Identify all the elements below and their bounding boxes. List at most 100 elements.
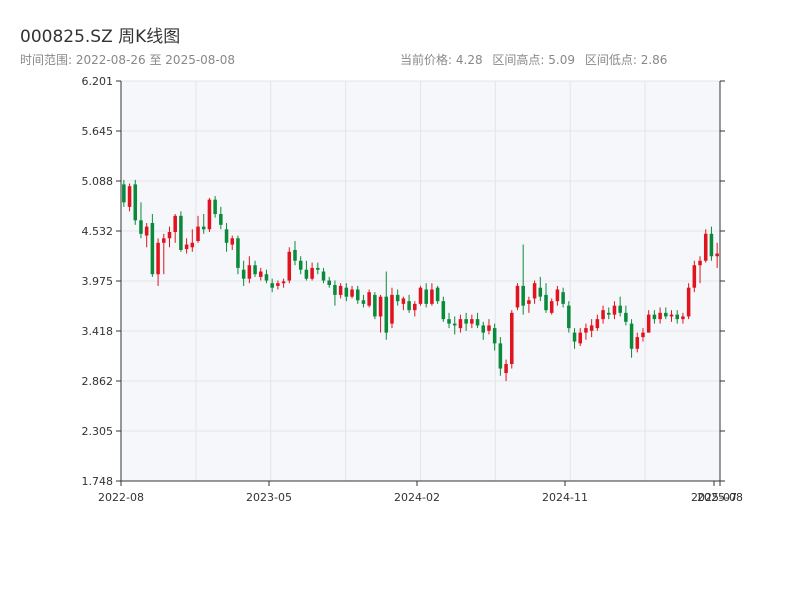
candle-up — [196, 226, 200, 241]
candle-down — [452, 323, 457, 326]
candle-down — [355, 289, 360, 301]
candle-down — [618, 305, 622, 313]
candle-up — [184, 244, 189, 250]
y-tick-label: 3.418 — [82, 325, 114, 338]
candle-down — [179, 215, 183, 250]
candle-down — [652, 314, 657, 320]
current-price-stat: 当前价格: 4.28 — [400, 53, 483, 67]
y-tick-label: 2.862 — [82, 375, 114, 388]
candle-down — [498, 343, 503, 369]
candle-down — [373, 294, 377, 317]
candle-down — [464, 319, 468, 324]
candle-down — [298, 260, 303, 270]
candle-down — [481, 325, 486, 333]
candle-down — [675, 314, 679, 320]
candle-down — [567, 305, 571, 329]
x-tick-label: 2025-07 — [691, 491, 737, 504]
candle-down — [253, 265, 257, 275]
candle-up — [549, 301, 554, 313]
candle-up — [401, 298, 406, 304]
candle-down — [270, 283, 274, 288]
range-high-stat: 区间高点: 5.09 — [492, 53, 575, 67]
candle-up — [487, 325, 491, 331]
y-tick-label: 4.532 — [82, 225, 114, 238]
chart-title: 000825.SZ 周K线图 — [20, 27, 181, 47]
candle-down — [122, 184, 126, 203]
candle-up — [418, 287, 423, 304]
candle-down — [492, 328, 497, 344]
price-stats: 当前价格: 4.28 区间高点: 5.09 区间低点: 2.86 — [400, 51, 673, 68]
candle-down — [629, 323, 634, 349]
candle-up — [595, 319, 600, 329]
candle-up — [612, 305, 617, 315]
candle-down — [664, 312, 668, 317]
candle-down — [709, 233, 714, 257]
x-tick-label: 2023-05 — [246, 491, 292, 504]
y-tick-label: 5.645 — [82, 125, 114, 138]
candle-up — [458, 319, 463, 329]
candle-down — [293, 249, 297, 261]
candle-up — [230, 238, 235, 245]
y-tick-label: 2.305 — [82, 425, 114, 438]
candle-up — [635, 337, 640, 349]
candle-up — [173, 215, 177, 232]
candle-down — [321, 271, 326, 281]
candle-down — [236, 238, 240, 268]
candle-up — [276, 283, 280, 286]
candle-up — [390, 294, 394, 324]
candle-up — [350, 289, 354, 297]
candle-down — [395, 294, 400, 302]
candle-down — [424, 289, 428, 304]
current-price-label: 当前价格: — [400, 53, 453, 67]
candle-up — [681, 316, 685, 320]
candle-down — [475, 319, 480, 326]
candle-up — [162, 238, 166, 243]
candle-down — [133, 184, 138, 221]
candle-up — [413, 303, 417, 311]
candle-up — [686, 287, 691, 317]
candle-up — [338, 285, 343, 295]
candle-down — [441, 301, 446, 320]
candle-up — [287, 251, 292, 281]
candle-down — [241, 269, 246, 279]
candle-up — [378, 296, 383, 317]
candle-up — [578, 332, 583, 344]
candle-up — [167, 231, 172, 239]
candle-up — [504, 364, 508, 374]
candle-down — [544, 294, 548, 311]
candle-up — [144, 226, 149, 236]
date-range-label: 时间范围: — [20, 53, 73, 67]
x-tick-label: 2024-02 — [394, 491, 440, 504]
candle-up — [156, 242, 160, 275]
candle-up — [646, 314, 651, 333]
candle-up — [527, 300, 531, 304]
candle-up — [532, 283, 537, 299]
range-high-label: 区间高点: — [492, 53, 545, 67]
candle-down — [224, 229, 229, 243]
candle-up — [367, 292, 371, 306]
candle-down — [327, 280, 331, 285]
candle-down — [361, 300, 366, 304]
candle-up — [281, 281, 286, 284]
candle-down — [538, 287, 543, 297]
y-tick-label: 1.748 — [82, 475, 114, 488]
x-tick-label: 2025-08 — [697, 491, 743, 504]
candle-up — [715, 253, 719, 257]
x-tick-label: 2024-11 — [542, 491, 588, 504]
candle-down — [304, 269, 309, 279]
range-low-value: 2.86 — [640, 53, 668, 67]
candle-down — [219, 214, 223, 225]
candle-up — [310, 267, 314, 279]
range-high-value: 5.09 — [548, 53, 576, 67]
candle-down — [139, 220, 143, 234]
x-tick-label: 2022-08 — [98, 491, 144, 504]
candle-down — [264, 274, 269, 281]
candle-down — [561, 292, 565, 304]
candle-down — [201, 226, 206, 230]
date-range-end: 2025-08-08 — [165, 53, 236, 67]
date-range: 时间范围: 2022-08-26 至 2025-08-08 — [20, 51, 235, 68]
candle-up — [641, 332, 645, 338]
candle-up — [692, 265, 697, 288]
candle-up — [669, 314, 674, 317]
candle-up — [515, 285, 520, 308]
